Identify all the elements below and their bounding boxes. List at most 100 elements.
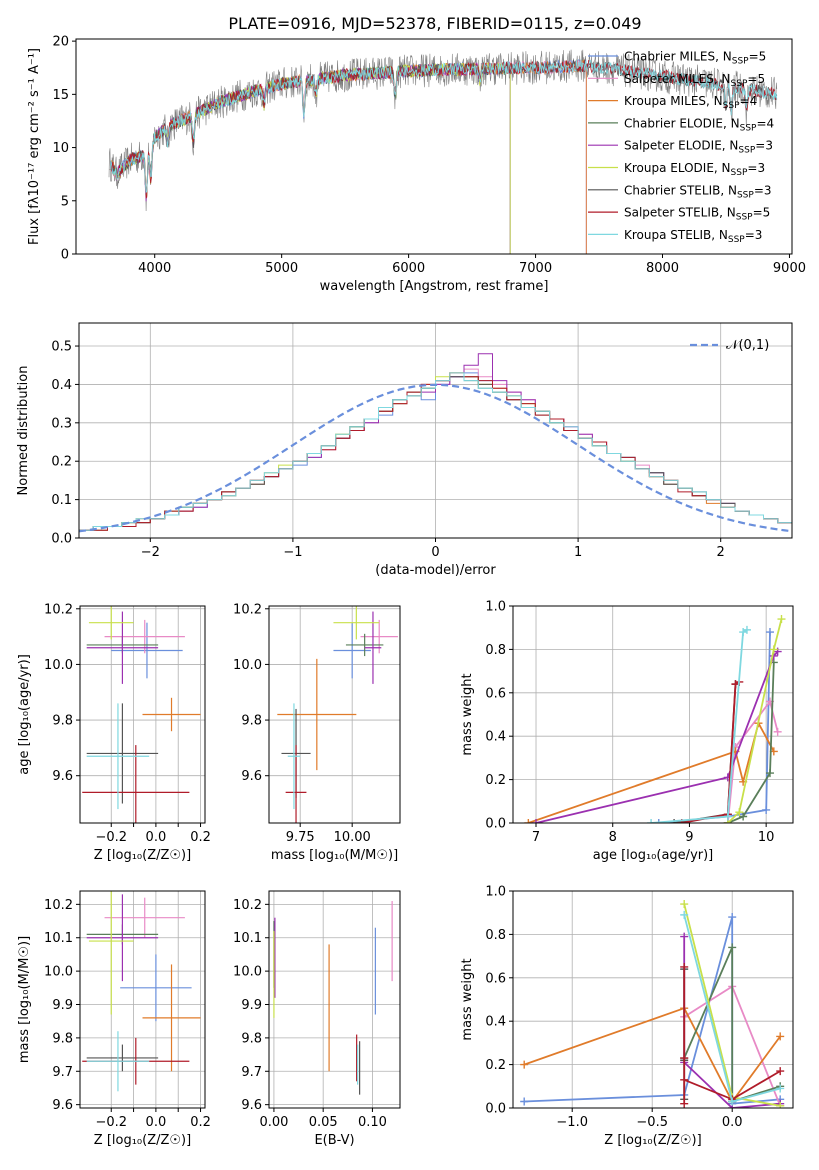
error-bar-point xyxy=(277,658,357,771)
y-tick-label: 0.2 xyxy=(51,455,72,470)
x-tick-label: 1 xyxy=(574,545,582,560)
model-spectrum xyxy=(109,61,511,254)
y-tick-label: 0.0 xyxy=(485,817,506,832)
error-bar-point xyxy=(285,745,307,823)
y-tick-label: 0.0 xyxy=(485,1102,506,1117)
x-tick-label: 0.2 xyxy=(190,1115,211,1130)
axes-frame: −0.2 0.0 0.2 9.6 9.7 9.8 9.9 10.0 10.1 10.2 Z [log… xyxy=(17,890,211,1148)
y-tick-label: 10.0 xyxy=(44,965,73,980)
weight-marker xyxy=(769,645,778,654)
weight-series-line xyxy=(528,720,775,823)
weight-series-line xyxy=(651,629,748,823)
weight-marker xyxy=(776,1084,785,1093)
model-spectrum xyxy=(109,58,587,254)
weight-series-line xyxy=(673,684,737,823)
weight-marker xyxy=(765,769,774,778)
error-bar-point xyxy=(86,703,159,804)
axes-frame: 0.00 0.05 0.10 9.6 9.7 9.8 9.9 10.0 10.1 10.2 E(B-… xyxy=(233,890,401,1148)
y-axis-label: age [log₁₀(age/yr)] xyxy=(17,654,32,775)
y-tick-label: 9.7 xyxy=(52,1065,73,1080)
weight-marker xyxy=(680,962,689,971)
x-axis-label: mass [log₁₀(M/M☉)] xyxy=(271,848,398,863)
y-tick-label: 0.5 xyxy=(51,340,72,355)
x-tick-label: 10.00 xyxy=(334,830,371,845)
plot-area xyxy=(273,901,393,1095)
plot-area xyxy=(524,615,786,823)
legend-entry: Salpeter MILES, NSSP=5 xyxy=(624,72,765,89)
axes-frame: −2 −1 0 1 2 0.0 0.1 0.2 0.3 0.4 0.5 (data-model)/er… xyxy=(16,322,793,578)
error-bar-point xyxy=(86,1044,159,1072)
x-tick-label: 0.00 xyxy=(259,1115,288,1130)
y-tick-label: 0.4 xyxy=(485,730,506,745)
weight-marker xyxy=(520,1097,529,1106)
weight-marker xyxy=(680,910,689,919)
y-tick-label: 9.8 xyxy=(52,1031,73,1046)
y-tick-label: 10.0 xyxy=(233,658,262,673)
x-tick-label: −1.0 xyxy=(556,1115,588,1130)
y-tick-label: 10.2 xyxy=(233,602,262,617)
x-tick-label: −2 xyxy=(141,545,160,560)
weight-marker xyxy=(680,1054,689,1063)
y-tick-label: 9.6 xyxy=(241,1098,262,1113)
x-tick-label: 9 xyxy=(685,830,693,845)
weight-series-line xyxy=(726,699,779,823)
y-tick-label: 9.8 xyxy=(241,714,262,729)
weight-series-line xyxy=(727,618,783,823)
y-tick-label: 15 xyxy=(52,88,69,103)
axes-frame: −1.0 −0.5 0.0 0.0 0.2 0.4 0.6 0.8 1.0 Z [log₁₀(Z/… xyxy=(460,885,794,1148)
residuals-legend: 𝒩(0,1) xyxy=(690,338,769,353)
weight-marker xyxy=(654,819,663,823)
x-tick-label: 9.75 xyxy=(286,830,315,845)
x-tick-label: 0.0 xyxy=(722,1115,743,1130)
y-tick-label: 10.2 xyxy=(44,602,73,617)
y-tick-label: 0.3 xyxy=(51,416,72,431)
y-tick-label: 9.9 xyxy=(52,998,73,1013)
weight-marker xyxy=(680,932,689,941)
y-axis-label: Flux [fλ10⁻¹⁷ erg cm⁻² s⁻¹ A⁻¹] xyxy=(27,48,42,245)
weight-marker xyxy=(728,943,737,952)
legend-entry: Kroupa STELIB, NSSP=3 xyxy=(624,228,762,245)
y-tick-label: 0.2 xyxy=(485,773,506,788)
y-tick-label: 20 xyxy=(52,35,69,50)
legend-entry: Kroupa MILES, NSSP=4 xyxy=(624,94,757,111)
weight-marker xyxy=(765,628,774,637)
y-tick-label: 10.0 xyxy=(44,658,73,673)
spectrum-legend: Chabrier MILES, NSSP=5 Salpeter MILES, NS… xyxy=(588,50,774,245)
x-tick-label: 6000 xyxy=(392,261,425,276)
y-tick-label: 0.0 xyxy=(51,532,72,547)
weight-marker xyxy=(532,819,541,823)
y-tick-label: 10.0 xyxy=(233,965,262,980)
weight-marker xyxy=(739,812,748,821)
x-axis-label: (data-model)/error xyxy=(375,563,496,578)
error-bar-point xyxy=(88,891,134,1015)
y-tick-label: 9.7 xyxy=(241,1065,262,1080)
y-tick-label: 0.4 xyxy=(485,1015,506,1030)
x-tick-label: 7 xyxy=(532,830,540,845)
legend-entry: Chabrier MILES, NSSP=5 xyxy=(624,50,766,67)
model-spectrum xyxy=(109,60,587,254)
x-tick-label: 0.0 xyxy=(146,1115,167,1130)
legend-entry: Chabrier ELODIE, NSSP=4 xyxy=(624,116,774,133)
weight-marker xyxy=(728,913,737,922)
model-spectrum xyxy=(109,62,511,254)
y-tick-label: 10.1 xyxy=(44,931,73,946)
plot-area xyxy=(520,900,785,1108)
residual-histogram xyxy=(79,372,792,538)
y-tick-label: 9.6 xyxy=(52,769,73,784)
x-axis-label: Z [log₁₀(Z/Z☉)] xyxy=(604,1133,701,1148)
weight-marker xyxy=(776,1067,785,1076)
weight-marker xyxy=(680,1099,689,1108)
error-bar-point xyxy=(88,606,134,640)
error-bar-point xyxy=(86,611,159,684)
error-bar-point xyxy=(111,622,183,679)
plot-area xyxy=(108,49,778,254)
y-tick-label: 9.9 xyxy=(241,998,262,1013)
y-axis-label: Normed distribution xyxy=(16,366,31,496)
weight-series-line xyxy=(727,662,775,823)
x-tick-label: −0.2 xyxy=(95,830,127,845)
x-axis-label: Z [log₁₀(Z/Z☉)] xyxy=(94,1133,191,1148)
x-tick-label: 4000 xyxy=(138,261,171,276)
residuals-plot: −2 −1 0 1 2 0.0 0.1 0.2 0.3 0.4 0.5 (data-model)/er… xyxy=(16,322,793,578)
error-bar-point xyxy=(104,897,185,938)
